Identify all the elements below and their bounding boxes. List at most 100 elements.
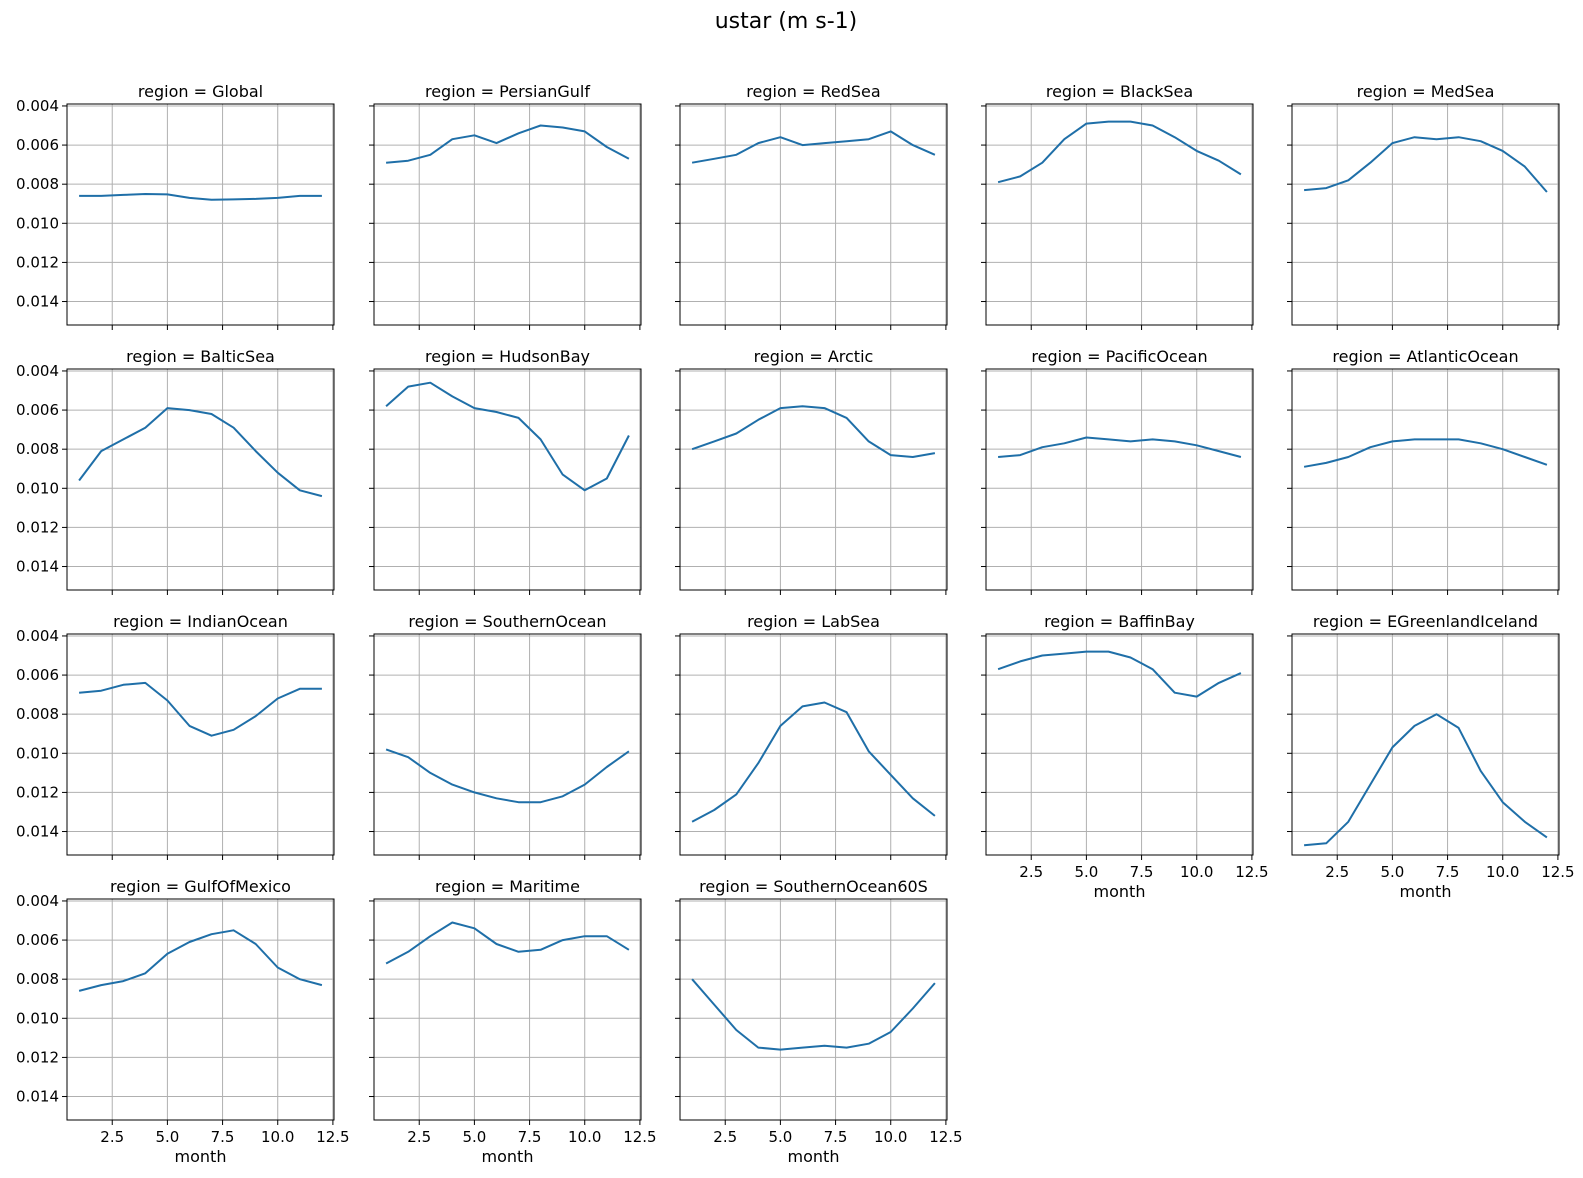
y-tick-label: 0.008	[16, 440, 59, 458]
x-tick-label: 7.5	[518, 1128, 542, 1146]
y-tick-label: 0.006	[16, 401, 59, 419]
x-tick-label: 7.5	[1130, 863, 1154, 881]
panels-container: 0.004 0.006 0.008 0.010 0.012 0.014 region = G…	[16, 82, 1575, 1166]
y-tick-label: 0.004	[16, 627, 59, 645]
panel-southernocean: region = SouthernOcean	[369, 612, 642, 860]
panel-blacksea: region = BlackSea	[981, 82, 1254, 330]
axes-frame	[1291, 103, 1560, 326]
series-line	[385, 748, 630, 804]
y-tick-label: 0.012	[16, 253, 59, 271]
series-line	[691, 701, 936, 823]
x-tick-label: 12.5	[623, 1128, 656, 1146]
axes-frame	[985, 633, 1254, 856]
y-tick-label: 0.006	[16, 666, 59, 684]
panel-arctic: region = Arctic	[675, 347, 948, 595]
panel-title: region = HudsonBay	[425, 347, 590, 366]
y-tick-label: 0.012	[16, 783, 59, 801]
axes-frame	[679, 368, 948, 591]
x-axis-label: month	[1400, 882, 1452, 901]
y-tick-label: 0.010	[16, 479, 59, 497]
series-line	[997, 120, 1242, 184]
panel-title: region = Maritime	[435, 877, 580, 896]
y-tick-label: 0.010	[16, 744, 59, 762]
panel-egreenlandiceland: 2.5 5.0 7.5 10.0 12.5 month region = EGreenlan…	[1287, 612, 1575, 901]
series-line	[691, 405, 936, 458]
x-tick-label: 5.0	[155, 1128, 179, 1146]
y-tick-label: 0.012	[16, 518, 59, 536]
axes-frame	[679, 103, 948, 326]
panel-title: region = BalticSea	[126, 347, 275, 366]
panel-balticsea: 0.004 0.006 0.008 0.010 0.012 0.014 region = B…	[16, 347, 335, 595]
y-tick-label: 0.008	[16, 970, 59, 988]
panel-title: region = MedSea	[1357, 82, 1495, 101]
x-axis-label: month	[1094, 882, 1146, 901]
panel-global: 0.004 0.006 0.008 0.010 0.012 0.014 region = G…	[16, 82, 335, 330]
panel-maritime: 2.5 5.0 7.5 10.0 12.5 month region = Maritime	[369, 877, 657, 1166]
y-tick-label: 0.014	[16, 823, 59, 841]
axes-frame	[1291, 633, 1560, 856]
x-tick-label: 2.5	[100, 1128, 124, 1146]
series-line	[1304, 713, 1548, 847]
panel-title: region = Global	[138, 82, 263, 101]
y-tick-label: 0.014	[16, 293, 59, 311]
axes-frame	[373, 368, 642, 591]
x-axis-label: month	[175, 1147, 227, 1166]
x-tick-label: 10.0	[568, 1128, 601, 1146]
series-line	[1304, 136, 1548, 193]
series-line	[1303, 438, 1548, 468]
axes-frame	[985, 368, 1254, 591]
panel-title: region = BlackSea	[1046, 82, 1193, 101]
x-tick-label: 12.5	[1541, 863, 1574, 881]
axes-frame	[66, 898, 335, 1121]
panel-title: region = EGreenlandIceland	[1313, 612, 1538, 631]
axes-frame	[1291, 368, 1560, 591]
x-tick-label: 2.5	[1325, 863, 1349, 881]
panel-medsea: region = MedSea	[1287, 82, 1560, 330]
axes-frame	[679, 898, 948, 1121]
panel-title: region = BaffinBay	[1044, 612, 1195, 631]
panel-title: region = GulfOfMexico	[110, 877, 291, 896]
x-tick-label: 12.5	[929, 1128, 962, 1146]
x-tick-label: 10.0	[1486, 863, 1519, 881]
panel-title: region = PacificOcean	[1031, 347, 1207, 366]
y-tick-label: 0.014	[16, 558, 59, 576]
series-line	[385, 381, 630, 492]
y-tick-label: 0.008	[16, 705, 59, 723]
x-tick-label: 5.0	[1380, 863, 1404, 881]
y-tick-label: 0.014	[16, 1088, 59, 1106]
axes-frame	[66, 103, 335, 326]
x-tick-label: 7.5	[1436, 863, 1460, 881]
panel-indianocean: 0.004 0.006 0.008 0.010 0.012 0.014 region = I…	[16, 612, 335, 860]
panel-title: region = SouthernOcean	[408, 612, 606, 631]
series-line	[79, 193, 322, 201]
series-line	[78, 929, 323, 992]
panel-title: region = PersianGulf	[425, 82, 590, 101]
series-line	[998, 436, 1242, 458]
x-axis-label: month	[788, 1147, 840, 1166]
series-line	[691, 130, 936, 164]
x-tick-label: 2.5	[1019, 863, 1043, 881]
y-tick-label: 0.010	[16, 1009, 59, 1027]
x-tick-label: 5.0	[462, 1128, 486, 1146]
panel-title: region = LabSea	[747, 612, 880, 631]
y-tick-label: 0.004	[16, 892, 59, 910]
x-tick-label: 2.5	[407, 1128, 431, 1146]
y-tick-label: 0.010	[16, 214, 59, 232]
x-tick-label: 2.5	[713, 1128, 737, 1146]
panel-baffinbay: 2.5 5.0 7.5 10.0 12.5 month region = BaffinBay	[981, 612, 1269, 901]
panel-hudsonbay: region = HudsonBay	[369, 347, 642, 595]
x-tick-label: 7.5	[211, 1128, 235, 1146]
x-tick-label: 10.0	[874, 1128, 907, 1146]
axes-frame	[985, 103, 1254, 326]
series-line	[691, 978, 936, 1051]
panel-title: region = Arctic	[754, 347, 874, 366]
y-tick-label: 0.012	[16, 1048, 59, 1066]
series-line	[79, 681, 322, 737]
axes-frame	[373, 898, 642, 1121]
y-tick-label: 0.008	[16, 175, 59, 193]
x-tick-label: 10.0	[1180, 863, 1213, 881]
panel-title: region = IndianOcean	[113, 612, 288, 631]
series-line	[997, 650, 1242, 698]
axes-frame	[373, 633, 642, 856]
series-line	[386, 124, 630, 164]
